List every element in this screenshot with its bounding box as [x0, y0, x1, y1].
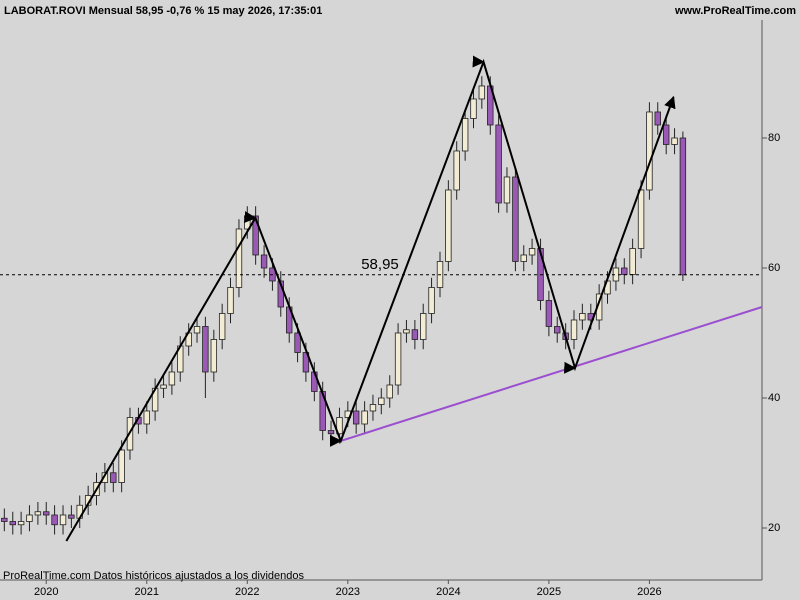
candle-body [143, 410, 150, 425]
candle-body [420, 313, 427, 340]
candle-body [646, 111, 653, 191]
y-tick-label: 60 [768, 262, 780, 274]
price-label: 58,95 [361, 256, 399, 273]
candle-body [528, 248, 536, 256]
candle-body [193, 326, 201, 334]
candle-body [327, 430, 335, 435]
candle-body [545, 300, 553, 327]
candle-body [629, 248, 636, 275]
candle-body [43, 511, 50, 516]
candle-body [218, 313, 226, 340]
x-tick-label: 2024 [436, 586, 460, 598]
candle-body [671, 137, 678, 145]
candle-body [662, 124, 670, 145]
candle-body [637, 189, 645, 249]
candle-body [411, 329, 419, 340]
candle-body [394, 332, 402, 386]
candle-body [361, 410, 368, 425]
candle-body [478, 85, 486, 100]
candle-body [579, 313, 586, 321]
x-tick-label: 2020 [34, 586, 58, 598]
candle-body [470, 98, 477, 119]
candle-body [453, 150, 460, 191]
candle-body [654, 111, 661, 126]
candle-body [520, 254, 527, 262]
candle-body [17, 521, 25, 526]
candle-body [68, 514, 75, 519]
source: www.ProRealTime.com [674, 5, 796, 17]
candle-body [118, 449, 125, 483]
candle-body [679, 137, 687, 276]
x-tick-label: 2022 [235, 586, 259, 598]
candle-body [227, 287, 234, 314]
candle-body [378, 397, 385, 405]
candle-body [554, 326, 561, 334]
candle-body [34, 511, 42, 516]
candle-body [445, 189, 452, 262]
candle-body [26, 514, 33, 522]
candle-body [403, 329, 410, 334]
candle-body [352, 410, 360, 425]
candle-body [512, 176, 519, 262]
candle-body [59, 514, 67, 526]
candle-body [570, 319, 578, 340]
y-tick-label: 40 [768, 392, 780, 404]
candle-body [160, 384, 167, 389]
y-tick-label: 20 [768, 522, 780, 534]
candle-body [503, 176, 511, 204]
candle-body [1, 517, 8, 522]
candle-body [9, 521, 16, 526]
candle-body [428, 287, 435, 314]
candle-body [386, 384, 393, 399]
candle-body [51, 514, 58, 526]
candle-body [495, 124, 502, 204]
x-tick-label: 2025 [537, 586, 561, 598]
x-tick-label: 2021 [135, 586, 159, 598]
candle-body [210, 339, 218, 373]
candle-body [202, 326, 209, 373]
candle-body [461, 118, 469, 152]
candle-body [235, 228, 243, 288]
candle-body [260, 254, 268, 269]
candle-body [101, 472, 109, 483]
candle-body [621, 267, 628, 275]
candle-body [369, 404, 377, 412]
y-tick-label: 80 [768, 132, 780, 144]
zigzag [65, 55, 676, 542]
x-tick-label: 2026 [637, 586, 661, 598]
x-tick-label: 2023 [336, 586, 360, 598]
candle-body [168, 371, 176, 386]
footnote: ProRealTime.com Datos históricos ajustad… [3, 570, 305, 582]
chart-title: LABORAT.ROVI Mensual 58,95 -0,76 % 15 ma… [4, 5, 322, 17]
candle-body [110, 472, 117, 483]
